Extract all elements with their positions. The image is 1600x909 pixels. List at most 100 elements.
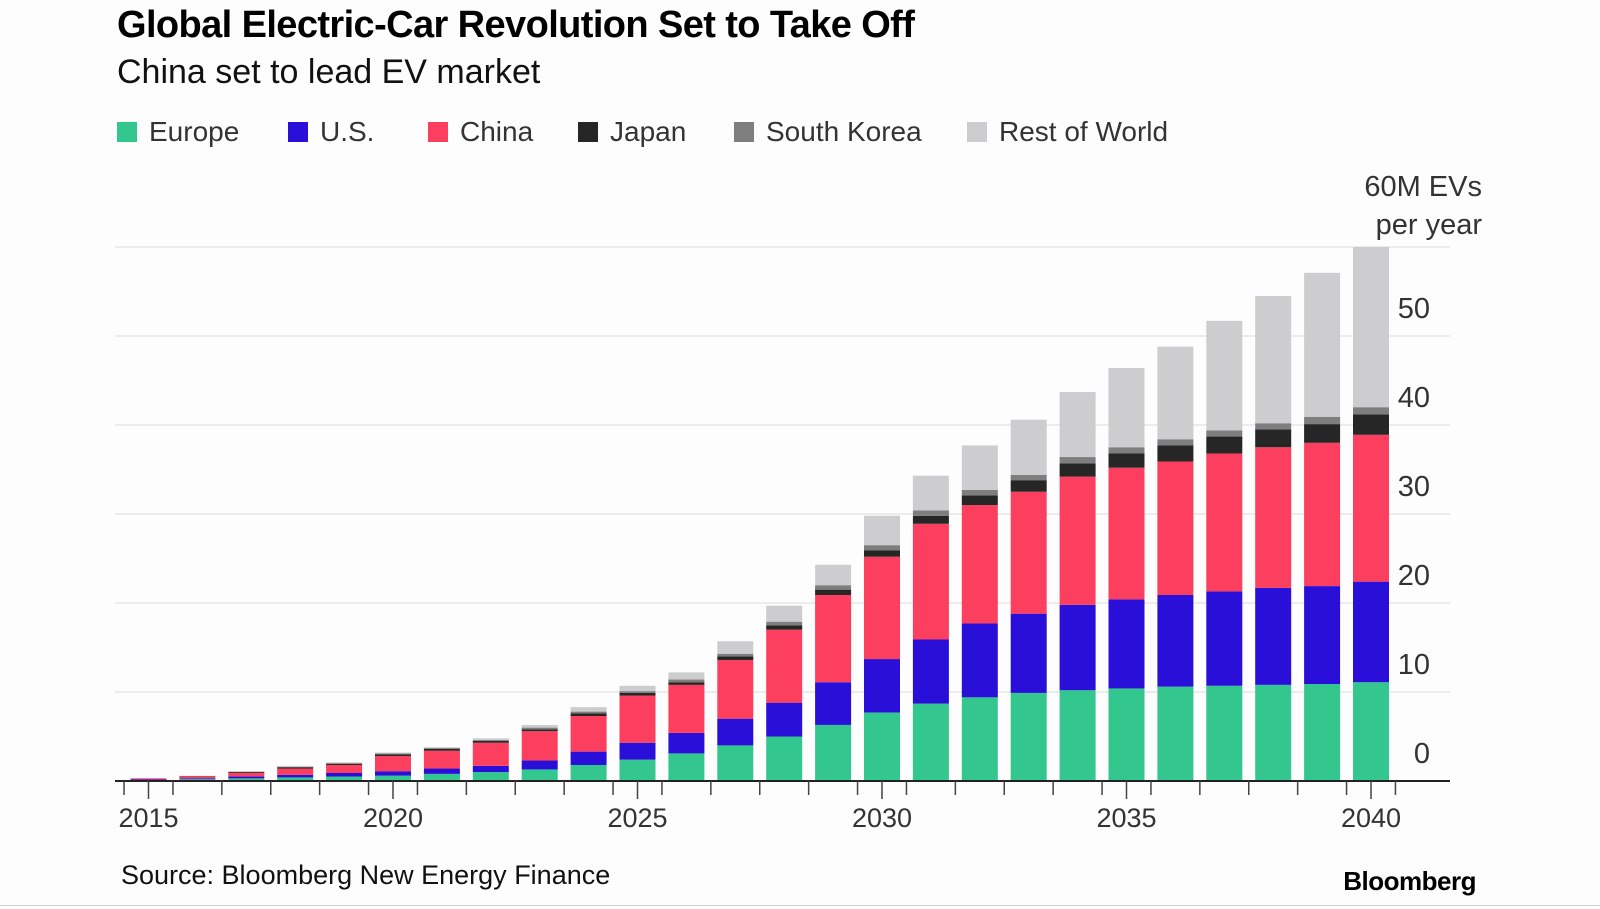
bar-segment	[1059, 457, 1096, 464]
bar-segment	[1304, 442, 1341, 587]
bar-segment	[423, 748, 460, 749]
x-tick-label: 2035	[1096, 803, 1156, 833]
x-tick-label: 2040	[1341, 803, 1401, 833]
bar-segment	[815, 585, 852, 590]
bar-segment	[1304, 416, 1341, 425]
bar-segment	[1157, 439, 1194, 446]
bar-segment	[1108, 447, 1145, 454]
bar-segment	[668, 672, 705, 680]
bar-segment	[228, 776, 265, 779]
x-tick-label: 2020	[363, 803, 423, 833]
bar-segment	[1353, 682, 1389, 781]
bar-segment	[668, 732, 705, 754]
bar-segment	[1206, 436, 1243, 454]
bar-segment	[619, 759, 656, 781]
legend-swatch	[578, 122, 598, 142]
bar-segment	[521, 724, 558, 728]
legend-label: China	[460, 116, 534, 147]
bar-segment	[717, 659, 754, 719]
bar-segment	[1255, 423, 1292, 430]
bar-segment	[766, 625, 803, 630]
bar-segment	[277, 777, 314, 781]
bar-segment	[668, 679, 705, 683]
bar-segment	[815, 724, 852, 781]
legend-swatch	[734, 122, 754, 142]
bar-segment	[619, 695, 656, 743]
bar-segment	[815, 682, 852, 725]
legend-swatch	[428, 122, 448, 142]
bar-segment	[1353, 247, 1389, 408]
bar-segment	[521, 727, 558, 730]
bar-segment	[521, 729, 558, 732]
bar-segment	[375, 752, 411, 754]
y-tick-label: 10	[1398, 649, 1430, 681]
bar-segment	[375, 754, 411, 757]
bar-segment	[717, 656, 754, 660]
legend-label: U.S.	[320, 116, 375, 147]
bar-segment	[179, 776, 216, 779]
y-tick-label: 40	[1398, 382, 1430, 414]
bar-segment	[668, 753, 705, 781]
source-note: Source: Bloomberg New Energy Finance	[121, 860, 611, 890]
bar-segment	[570, 713, 607, 717]
bar-segment	[277, 774, 314, 778]
legend-item: China	[428, 112, 533, 152]
bar-segment	[961, 505, 998, 624]
bar-segment	[375, 771, 411, 776]
y-axis-unit-line-1: 60M EVs	[1364, 171, 1482, 203]
bar-segment	[375, 756, 411, 772]
bar-segment	[1255, 684, 1292, 781]
bar-segment	[521, 769, 558, 781]
brand-logo: Bloomberg	[1343, 866, 1476, 896]
bar-segment	[864, 550, 900, 557]
bar-segment	[619, 685, 656, 692]
bar-segment	[179, 778, 216, 780]
bar-segment	[1206, 685, 1243, 781]
legend-swatch	[288, 122, 308, 142]
legend-item: Europe	[117, 112, 239, 152]
bar-segment	[619, 691, 656, 693]
bar-segment	[912, 515, 949, 524]
bar-segment	[472, 765, 509, 773]
bar-segment	[326, 764, 363, 773]
bar-segment	[1010, 480, 1047, 492]
bar-segment	[912, 475, 949, 511]
chart-title: Global Electric-Car Revolution Set to Ta…	[117, 4, 915, 46]
legend-swatch	[117, 122, 137, 142]
x-tick-label: 2015	[118, 803, 178, 833]
y-tick-label: 30	[1398, 471, 1430, 503]
bar-segment	[1157, 346, 1194, 440]
bar-segment	[766, 621, 803, 626]
bar-segment	[1304, 424, 1341, 443]
bar-segment	[521, 731, 558, 761]
bar-segment	[1108, 368, 1145, 448]
x-tick-label: 2025	[607, 803, 667, 833]
bar-segment	[961, 495, 998, 506]
bar-segment	[521, 760, 558, 770]
bar-segment	[277, 768, 314, 775]
bar-segment	[1010, 692, 1047, 781]
legend-label: Europe	[149, 116, 240, 147]
bar-segment	[1304, 586, 1341, 684]
bar-segment	[1206, 591, 1243, 686]
bar-segment	[472, 742, 509, 766]
bar-segment	[1255, 295, 1292, 424]
bar-segment	[472, 740, 509, 743]
legend-label: South Korea	[766, 116, 922, 147]
legend-label: Rest of World	[999, 116, 1169, 147]
bar-segment	[961, 489, 998, 496]
bar-segment	[619, 692, 656, 696]
bar-segment	[961, 697, 998, 781]
bar-segment	[1304, 683, 1341, 781]
bar-segment	[1206, 430, 1243, 437]
bar-segment	[1255, 587, 1292, 685]
bar-segment	[1353, 407, 1389, 415]
bar-segment	[1059, 604, 1096, 691]
y-tick-label: 20	[1398, 560, 1430, 592]
bar-segment	[326, 772, 363, 777]
bar-segment	[668, 682, 705, 685]
bar-segment	[717, 745, 754, 781]
bar-segment	[1010, 474, 1047, 481]
bar-segment	[277, 765, 314, 767]
